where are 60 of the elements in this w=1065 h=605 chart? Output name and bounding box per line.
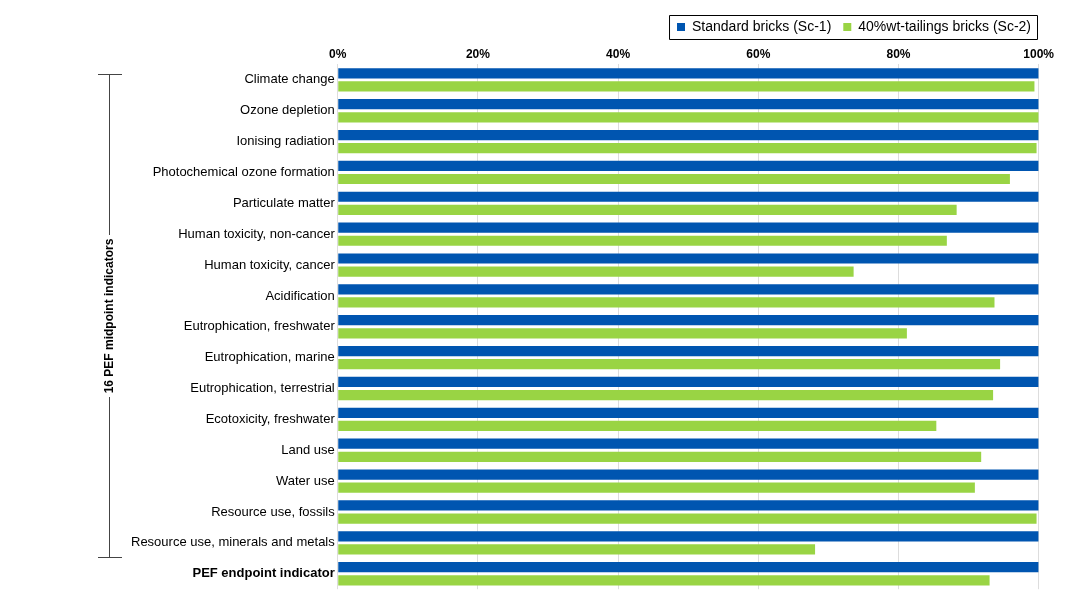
bar — [338, 284, 1039, 295]
y-tick-label: Resource use, fossils — [211, 503, 336, 519]
y-tick-label: Photochemical ozone formation — [152, 164, 335, 180]
y-tick-label: Ionising radiation — [236, 133, 335, 149]
bar — [338, 469, 1039, 480]
bar — [338, 482, 975, 493]
legend-label: Standard bricks (Sc-1) — [692, 17, 832, 34]
bar — [338, 129, 1039, 141]
bar — [338, 297, 995, 308]
bar — [338, 173, 1010, 185]
bar — [338, 68, 1039, 79]
bar — [338, 222, 1039, 233]
y-tick-label: Resource use, minerals and metals — [130, 534, 336, 550]
x-tick-label: 40% — [606, 46, 631, 61]
y-tick-label: Eutrophication, marine — [204, 349, 335, 365]
y-tick-label: Particulate matter — [232, 194, 336, 210]
y-tick-label: Eutrophication, terrestrial — [190, 380, 335, 396]
bar — [338, 575, 990, 586]
x-tick-label: 80% — [886, 46, 911, 61]
bar — [338, 191, 1039, 202]
bar — [338, 160, 1039, 171]
bar — [338, 420, 937, 432]
bar — [338, 513, 1037, 524]
y-tick-label: PEF endpoint indicator — [192, 565, 335, 581]
bar — [338, 376, 1039, 388]
y-tick-label: Human toxicity, cancer — [204, 256, 336, 272]
bar — [338, 531, 1039, 542]
bar — [338, 315, 1039, 326]
y-tick-label: Water use — [275, 472, 335, 488]
legend-label: 40%wt-tailings bricks (Sc-2) — [858, 17, 1032, 34]
y-tick-label: Land use — [281, 441, 335, 457]
bar — [338, 112, 1039, 123]
bar — [338, 266, 854, 277]
bar — [338, 253, 1039, 264]
bar — [338, 407, 1039, 418]
bar — [338, 345, 1039, 357]
bar — [338, 143, 1037, 154]
bar — [338, 328, 907, 339]
bar — [338, 451, 982, 462]
bar — [338, 235, 947, 246]
x-tick-label: 100% — [1023, 46, 1055, 61]
y-tick-label: Climate change — [244, 71, 335, 87]
y-tick-label: Ecotoxicity, freshwater — [205, 410, 336, 426]
bar — [338, 389, 994, 401]
bar — [338, 500, 1039, 511]
bar — [338, 359, 1001, 370]
y-tick-label: Human toxicity, non-cancer — [178, 225, 336, 241]
x-tick-label: 60% — [746, 46, 771, 61]
y-tick-label: Acidification — [265, 287, 335, 303]
text: 16 PEF midpoint indicators — [102, 234, 116, 398]
bar — [338, 544, 816, 555]
x-tick-label: 0% — [329, 46, 347, 61]
bar — [338, 562, 1039, 573]
y-tick-label: Ozone depletion — [240, 102, 335, 118]
y-tick-label: Eutrophication, freshwater — [183, 318, 336, 334]
bar — [338, 99, 1039, 110]
bar — [338, 204, 957, 215]
bar — [338, 81, 1035, 92]
x-tick-label: 20% — [465, 46, 491, 61]
bar — [338, 438, 1039, 449]
